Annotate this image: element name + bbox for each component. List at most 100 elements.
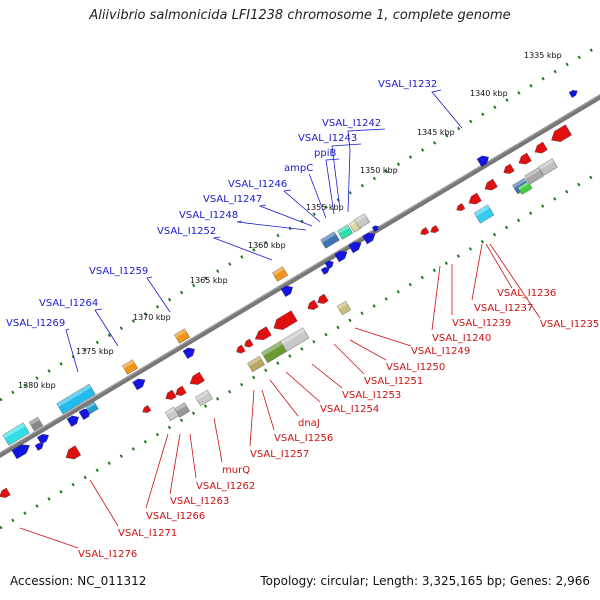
gene-arrow	[317, 293, 329, 304]
gene-arrow	[371, 225, 379, 232]
genome-summary-text: Topology: circular; Length: 3,325,165 bp…	[260, 574, 590, 588]
gene-arrow	[244, 338, 254, 348]
leader-line	[249, 389, 255, 447]
scale-label: 1340 kbp	[470, 89, 508, 98]
scale-label: 1350 kbp	[360, 166, 398, 175]
gene-box	[174, 328, 190, 344]
leader-line	[431, 89, 463, 129]
gene-arrow	[0, 487, 11, 498]
leader-line	[213, 417, 223, 463]
leader-line	[94, 308, 119, 347]
scale-label: 1370 kbp	[133, 313, 171, 322]
gene-arrow	[468, 192, 482, 205]
gene-arrow	[273, 310, 298, 330]
leader-line	[485, 243, 513, 289]
leader-line	[431, 265, 441, 331]
scale-label: 1380 kbp	[18, 381, 56, 390]
chromosome-backbone	[0, 94, 600, 458]
leader-line	[347, 128, 386, 213]
leader-line	[354, 327, 412, 347]
gene-arrow	[11, 444, 30, 460]
gene-arrow	[484, 178, 498, 191]
gene-arrow	[37, 434, 49, 445]
leader-line	[311, 363, 343, 389]
gene-arrow	[165, 389, 177, 400]
leader-line	[349, 339, 387, 361]
gene-box	[473, 204, 495, 224]
gene-box	[261, 340, 287, 364]
label-leader-lines	[19, 89, 541, 549]
leader-line	[261, 389, 275, 431]
forward-gene-label: VSAL_I1269	[6, 318, 65, 329]
leader-line	[489, 243, 541, 319]
gene-arrow	[362, 232, 376, 245]
gene-arrow	[476, 155, 489, 167]
gene-box	[538, 158, 558, 176]
gene-arrow	[320, 267, 330, 275]
gene-arrow	[551, 124, 572, 142]
gene-arrow	[175, 385, 187, 396]
scale-label: 1355 kbp	[306, 203, 344, 212]
forward-gene-label: VSAL_I1248	[179, 210, 238, 221]
leader-line	[285, 371, 321, 403]
gene-box	[320, 231, 340, 249]
reverse-gene-label: VSAL_I1262	[196, 481, 255, 492]
reverse-gene-label: VSAL_I1276	[78, 549, 137, 560]
leader-line	[308, 173, 327, 219]
gene-box	[195, 389, 213, 407]
reverse-gene-label: VSAL_I1236	[497, 288, 556, 299]
gene-arrow	[182, 347, 195, 359]
leader-line	[283, 189, 321, 223]
leader-line	[169, 433, 181, 495]
scale-label: 1335 kbp	[524, 51, 562, 60]
gene-box	[85, 401, 99, 415]
reverse-gene-label: VSAL_I1250	[386, 362, 445, 373]
leader-line	[333, 343, 365, 375]
reverse-gene-label: VSAL_I1254	[320, 404, 379, 415]
gene-box	[164, 406, 180, 422]
forward-gene-label: VSAL_I1259	[89, 266, 148, 277]
leader-line	[236, 220, 307, 231]
leader-line	[212, 236, 273, 261]
gene-box	[517, 181, 533, 195]
leader-line	[89, 479, 119, 527]
gene-arrow	[430, 225, 440, 233]
forward-gene-label: ppiB	[314, 148, 336, 159]
scale-label: 1345 kbp	[417, 128, 455, 137]
gene-arrow	[568, 90, 578, 98]
reverse-gene-label: dnaJ	[298, 418, 320, 429]
gene-box	[336, 300, 352, 316]
scale-label: 1360 kbp	[248, 241, 286, 250]
leader-line	[471, 243, 483, 301]
gene-box	[272, 266, 288, 282]
gene-box	[122, 359, 138, 375]
gene-box	[337, 224, 353, 240]
reverse-gene-label: murQ	[222, 465, 250, 476]
gene-arrow	[132, 378, 146, 391]
gene-arrow	[307, 299, 319, 310]
reverse-gene-label: VSAL_I1263	[170, 496, 229, 507]
leader-line	[258, 204, 313, 227]
gene-box	[247, 355, 265, 373]
map-title: Aliivibrio salmonicida LFI1238 chromosom…	[89, 8, 511, 23]
gene-arrow	[348, 241, 362, 254]
leader-line	[65, 328, 79, 373]
gene-arrow	[254, 326, 272, 340]
forward-gene-label: VSAL_I1247	[203, 194, 262, 205]
gene-box	[354, 213, 370, 229]
forward-gene-label: VSAL_I1264	[39, 298, 98, 309]
forward-gene-label: VSAL_I1242	[322, 118, 381, 129]
reverse-gene-label: VSAL_I1235	[540, 319, 599, 330]
chromosome-backbone-highlight	[0, 94, 600, 454]
forward-gene-label: ampC	[284, 163, 313, 174]
scale-label: 1375 kbp	[76, 347, 114, 356]
gene-box	[56, 383, 96, 415]
reverse-gene-label: VSAL_I1239	[452, 318, 511, 329]
leader-line	[269, 379, 299, 417]
forward-gene-label: VSAL_I1232	[378, 79, 437, 90]
scale-tick-labels: 1335 kbp 1340 kbp 1345 kbp 1350 kbp 1355 kbp…	[18, 51, 562, 390]
reverse-gene-label: VSAL_I1271	[118, 528, 177, 539]
gene-arrow	[189, 371, 205, 385]
